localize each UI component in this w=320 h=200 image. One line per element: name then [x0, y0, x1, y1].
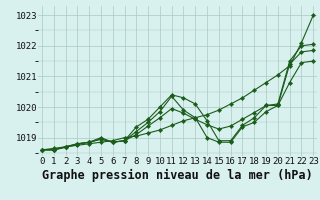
X-axis label: Graphe pression niveau de la mer (hPa): Graphe pression niveau de la mer (hPa)	[42, 169, 313, 182]
